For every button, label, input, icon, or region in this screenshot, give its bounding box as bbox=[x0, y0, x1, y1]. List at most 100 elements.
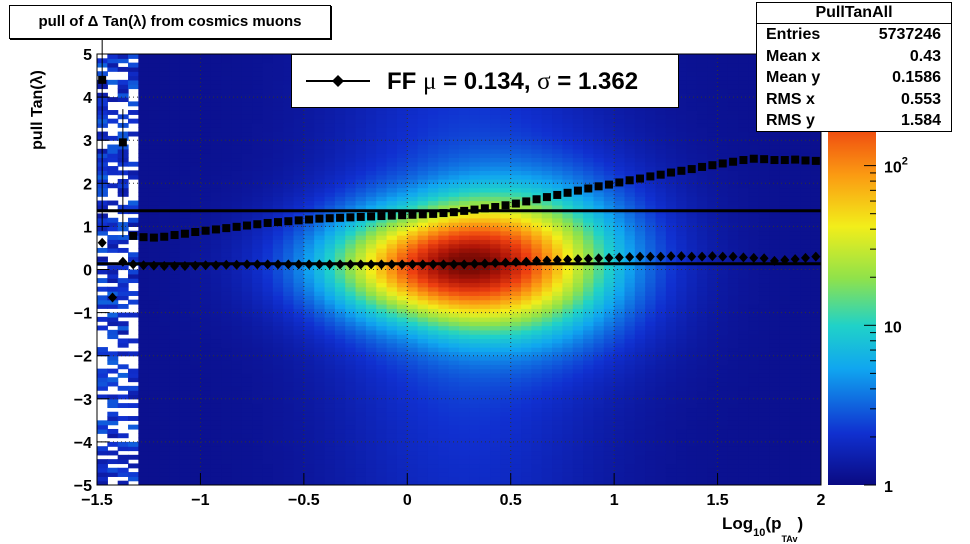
heatmap-cell bbox=[210, 342, 222, 348]
heatmap-cell bbox=[593, 153, 605, 159]
heatmap-cell bbox=[241, 54, 253, 59]
heatmap-cell bbox=[210, 420, 222, 426]
heatmap-cell bbox=[190, 437, 202, 443]
heatmap-cell bbox=[583, 308, 595, 314]
heatmap-cell bbox=[262, 334, 274, 340]
heatmap-cell bbox=[572, 114, 584, 120]
heatmap-cell bbox=[355, 200, 367, 206]
heatmap-cell bbox=[448, 351, 460, 357]
heatmap-cell bbox=[200, 437, 212, 443]
heatmap-cell bbox=[200, 372, 212, 378]
heatmap-cell bbox=[324, 170, 336, 176]
heatmap-cell bbox=[231, 247, 243, 253]
heatmap-cell bbox=[365, 441, 377, 447]
heatmap-cell bbox=[210, 286, 222, 292]
heatmap-cell bbox=[448, 381, 460, 387]
heatmap-cell bbox=[148, 105, 160, 111]
heatmap-cell bbox=[614, 153, 626, 159]
heatmap-cell bbox=[500, 377, 512, 383]
heatmap-cell bbox=[148, 58, 160, 64]
heatmap-cell bbox=[241, 217, 253, 223]
heatmap-cell bbox=[386, 303, 398, 309]
heatmap-cell bbox=[355, 230, 367, 236]
heatmap-cell bbox=[345, 170, 357, 176]
heatmap-cell bbox=[396, 187, 408, 193]
heatmap-cell bbox=[438, 424, 450, 430]
heatmap-cell bbox=[159, 247, 170, 253]
heatmap-cell bbox=[583, 424, 595, 430]
heatmap-cell bbox=[448, 247, 460, 253]
heatmap-cell bbox=[314, 398, 326, 404]
heatmap-cell bbox=[190, 364, 202, 370]
heatmap-cell bbox=[438, 157, 450, 163]
heatmap-cell bbox=[200, 334, 212, 340]
heatmap-cell bbox=[365, 459, 377, 465]
heatmap-cell bbox=[148, 101, 160, 107]
heatmap-cell bbox=[169, 450, 181, 456]
heatmap-cell bbox=[231, 178, 243, 184]
heatmap-cell bbox=[169, 140, 181, 146]
heatmap-cell bbox=[190, 334, 202, 340]
heatmap-cell bbox=[459, 394, 470, 400]
heatmap-cell bbox=[552, 110, 564, 115]
heatmap-cell bbox=[531, 480, 543, 485]
heatmap-cell bbox=[365, 360, 377, 365]
heatmap-cell bbox=[531, 157, 543, 163]
heatmap-cell bbox=[262, 114, 274, 120]
heatmap-cell bbox=[469, 187, 481, 193]
heatmap-cell bbox=[355, 411, 367, 417]
heatmap-cell bbox=[148, 135, 160, 141]
heatmap-cell bbox=[324, 368, 336, 374]
heatmap-cell bbox=[541, 472, 553, 477]
heatmap-cell bbox=[572, 411, 584, 417]
heatmap-cell bbox=[531, 166, 543, 171]
heatmap-cell bbox=[562, 321, 574, 327]
heatmap-cell bbox=[283, 200, 295, 206]
heatmap-cell bbox=[241, 476, 253, 482]
heatmap-cell bbox=[293, 325, 305, 331]
heatmap-cell bbox=[531, 420, 543, 426]
heatmap-cell bbox=[148, 347, 160, 352]
heatmap-cell bbox=[159, 196, 170, 202]
heatmap-cell bbox=[459, 200, 470, 206]
heatmap-cell bbox=[345, 441, 357, 447]
heatmap-cell bbox=[262, 411, 274, 417]
heatmap-cell bbox=[138, 316, 150, 322]
heatmap-cell bbox=[417, 131, 429, 137]
heatmap-cell bbox=[283, 360, 295, 365]
heatmap-cell bbox=[459, 355, 470, 361]
heatmap-cell bbox=[303, 433, 315, 439]
heatmap-cell bbox=[376, 256, 388, 262]
heatmap-cell bbox=[479, 360, 491, 365]
heatmap-cell bbox=[500, 372, 512, 378]
heatmap-cell bbox=[159, 459, 170, 465]
heatmap-cell bbox=[541, 381, 553, 387]
heatmap-cell bbox=[376, 437, 388, 443]
heatmap-cell bbox=[365, 230, 377, 236]
heatmap-cell bbox=[107, 265, 119, 271]
heatmap-cell bbox=[376, 239, 388, 245]
heatmap-cell bbox=[210, 480, 222, 485]
heatmap-cell bbox=[169, 161, 181, 167]
heatmap-cell bbox=[262, 364, 274, 370]
heatmap-cell bbox=[541, 278, 553, 284]
heatmap-cell bbox=[262, 424, 274, 430]
heatmap-cell bbox=[283, 463, 295, 469]
heatmap-cell bbox=[562, 174, 574, 180]
heatmap-cell bbox=[510, 398, 522, 404]
heatmap-cell bbox=[200, 394, 212, 400]
heatmap-cell bbox=[396, 183, 408, 189]
heatmap-cell bbox=[427, 463, 439, 469]
heatmap-cell bbox=[521, 325, 532, 331]
heatmap-cell bbox=[376, 122, 388, 128]
heatmap-cell bbox=[479, 433, 491, 439]
heatmap-cell bbox=[241, 200, 253, 206]
heatmap-cell bbox=[531, 213, 543, 219]
heatmap-cell bbox=[459, 191, 470, 197]
heatmap-cell bbox=[417, 446, 429, 452]
heatmap-cell bbox=[283, 377, 295, 383]
heatmap-cell bbox=[376, 226, 388, 232]
heatmap-cell bbox=[148, 368, 160, 374]
heatmap-cell bbox=[469, 403, 481, 409]
heatmap-cell bbox=[469, 122, 481, 128]
